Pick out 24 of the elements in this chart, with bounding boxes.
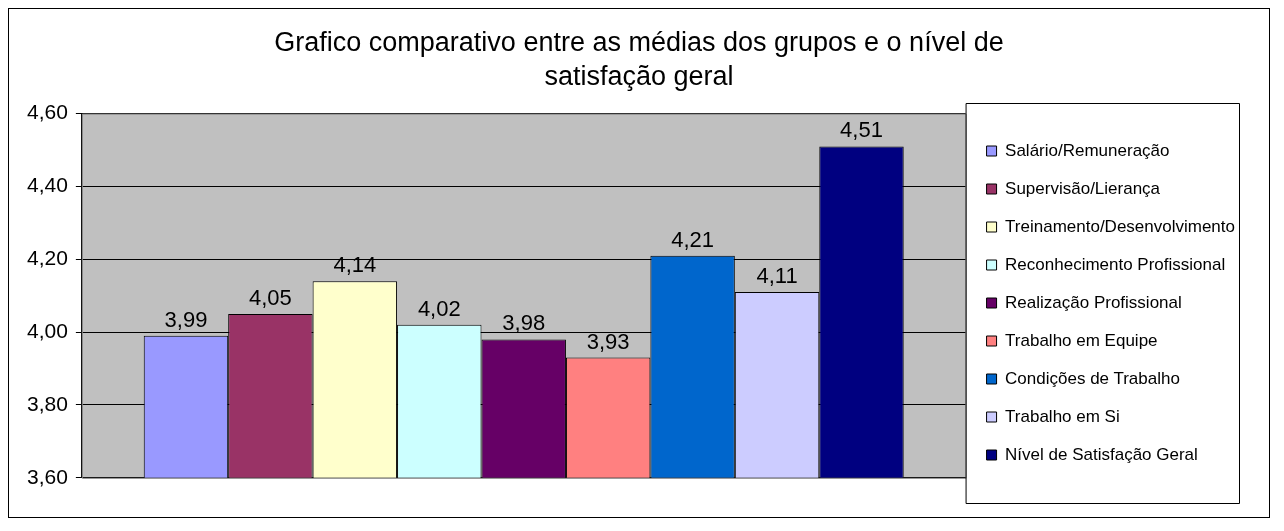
data-label: 3,99 [164,306,208,332]
y-tick-label: 4,00 [27,318,68,342]
legend-label: Condições de Trabalho [1005,368,1180,388]
legend-label: Reconhecimento Profissional [1005,254,1226,274]
y-tick-label: 3,80 [27,391,68,415]
data-label: 4,21 [671,226,715,252]
legend-label: Trabalho em Si [1005,406,1120,426]
y-tick-label: 3,60 [27,464,68,488]
legend-label: Treinamento/Desenvolvimento [1005,216,1236,236]
data-label: 3,93 [586,328,630,354]
legend-label: Nível de Satisfação Geral [1005,444,1198,464]
data-label: 4,02 [417,295,461,321]
y-tick-label: 4,40 [27,173,68,197]
data-label: 4,51 [840,117,883,143]
y-tick-label: 4,20 [27,246,68,270]
legend-label: Realização Profissional [1005,292,1182,312]
legend-label: Trabalho em Equipe [1005,330,1158,350]
chart-title: Grafico comparativo entre as médias dos grupos e o nível de satisfação geral [273,26,1005,93]
data-label: 3,98 [502,310,546,336]
legend-label: Supervisão/Lierança [1005,178,1161,198]
y-tick-label: 4,60 [27,100,68,124]
data-label: 4,11 [756,263,798,289]
data-label: 4,05 [248,284,292,310]
legend-label: Salário/Remuneração [1005,140,1170,160]
